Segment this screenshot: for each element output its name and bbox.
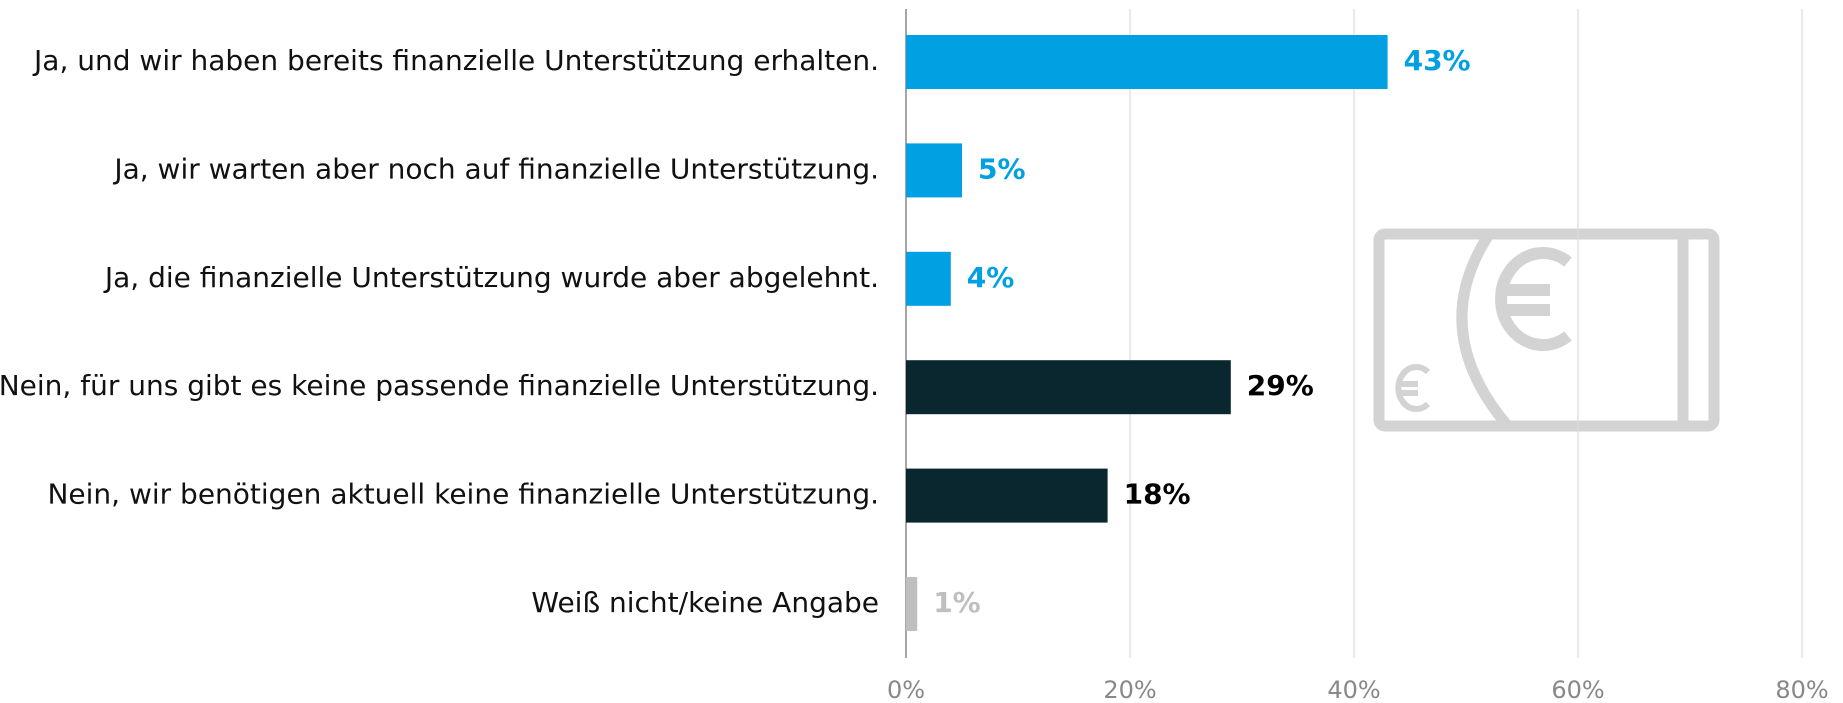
x-tick-label: 20% xyxy=(1103,676,1156,703)
data-label: 5% xyxy=(978,152,1026,185)
banknote-outline xyxy=(1373,228,1720,432)
euro-small xyxy=(1395,364,1431,412)
data-label: 18% xyxy=(1124,478,1191,511)
euro-large xyxy=(1495,247,1572,351)
bar xyxy=(906,468,1108,523)
category-label: Ja, die finanzielle Unterstützung wurde … xyxy=(103,261,879,294)
category-label: Ja, wir warten aber noch auf finanzielle… xyxy=(112,152,879,185)
bar xyxy=(906,143,962,198)
x-tick-label: 60% xyxy=(1551,676,1604,703)
category-label: Nein, für uns gibt es keine passende fin… xyxy=(0,369,879,402)
data-label: 1% xyxy=(933,586,981,619)
data-label: 4% xyxy=(967,261,1015,294)
category-label: Nein, wir benötigen aktuell keine finanz… xyxy=(47,478,879,511)
bar xyxy=(906,360,1231,415)
bar xyxy=(906,251,951,306)
bar xyxy=(906,577,918,631)
category-label: Ja, und wir haben bereits finanzielle Un… xyxy=(32,44,879,77)
data-label: 43% xyxy=(1404,44,1471,77)
data-label: 29% xyxy=(1247,369,1314,402)
category-label: Weiß nicht/keine Angabe xyxy=(531,586,879,619)
money-icon xyxy=(1373,228,1720,432)
x-tick-label: 40% xyxy=(1327,676,1380,703)
x-tick-label: 80% xyxy=(1775,676,1828,703)
banknote-curve xyxy=(1456,233,1511,428)
x-tick-label: 0% xyxy=(887,676,925,703)
bar xyxy=(906,35,1388,89)
